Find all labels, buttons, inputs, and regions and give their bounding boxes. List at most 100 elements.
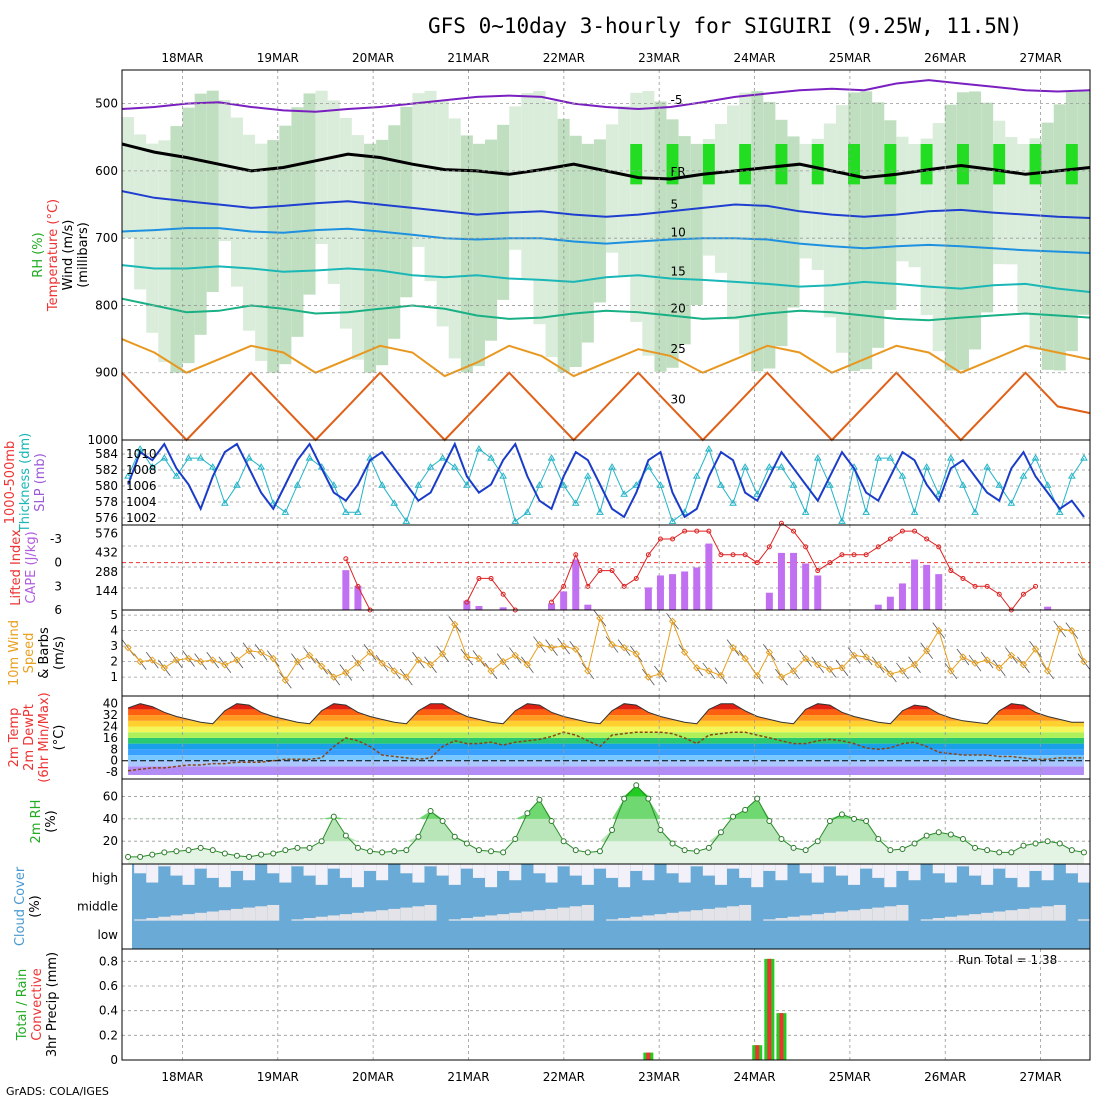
rh-point <box>972 844 979 851</box>
cloud-high <box>497 864 510 871</box>
rh-point <box>1020 842 1027 849</box>
y-tick: 4 <box>110 624 118 638</box>
thickness-point <box>825 481 834 488</box>
precip-convective-bar <box>779 1013 784 1060</box>
thickness-point <box>583 472 592 479</box>
cape-bar <box>911 559 919 610</box>
cape-bar <box>1044 606 1052 610</box>
rh-shade <box>860 91 873 370</box>
rh-point <box>826 818 833 825</box>
rh-shade <box>509 106 522 250</box>
thickness-point <box>753 490 762 497</box>
li-point <box>912 528 918 534</box>
x-tick-bottom: 19MAR <box>257 1070 299 1084</box>
cape-bar <box>693 567 701 610</box>
rh-point <box>233 852 240 859</box>
rh-shade <box>981 102 994 313</box>
cloud-middle <box>581 904 594 921</box>
rh-shade-high <box>993 144 1006 185</box>
cloud-middle <box>509 912 522 921</box>
rh-shade <box>569 135 582 367</box>
thickness-point <box>124 472 132 479</box>
rh-shade <box>1053 104 1066 371</box>
wind-point <box>463 653 471 661</box>
rh-point <box>778 835 785 842</box>
y-tick: 0.8 <box>99 954 118 968</box>
cloud-high <box>1017 864 1030 888</box>
thickness-point <box>717 481 725 488</box>
rh-shade <box>364 143 377 373</box>
cloud-high <box>944 864 957 883</box>
y-tick: 40 <box>103 697 118 711</box>
rh-shade <box>787 136 800 308</box>
rh-point <box>318 838 325 845</box>
thickness-point <box>1067 472 1076 479</box>
wind-point <box>559 642 568 650</box>
cloud-high <box>751 864 764 888</box>
thickness-point <box>329 481 338 488</box>
wind-point <box>172 656 181 664</box>
wind-point <box>826 665 834 674</box>
rh-point <box>754 795 761 802</box>
run-total-label: Run Total = 1.38 <box>958 953 1057 967</box>
y-tick: 40 <box>103 812 118 826</box>
cloud-middle <box>884 906 897 921</box>
cloud-middle <box>823 912 836 921</box>
temp-band <box>128 743 1085 750</box>
cape-bar <box>898 583 906 610</box>
wind-point <box>959 653 967 661</box>
rh-point <box>621 795 628 802</box>
cloud-middle <box>1077 919 1090 921</box>
y-tick: 16 <box>103 731 118 745</box>
temp-grid <box>182 696 1041 779</box>
rh-point <box>185 847 192 854</box>
cloud-middle <box>497 914 510 921</box>
wind-point <box>693 664 701 672</box>
thickness-point <box>874 454 883 461</box>
cloud-middle <box>920 919 933 921</box>
li-point <box>633 575 639 581</box>
slp-line <box>127 441 1085 519</box>
y-tick: 5 <box>110 608 118 622</box>
rh-point <box>802 847 809 854</box>
rh-point <box>596 848 603 855</box>
rh-point <box>403 847 410 854</box>
thickness-point <box>1031 454 1040 461</box>
rh-fill <box>128 785 1085 842</box>
isotherm-label: -5 <box>671 93 683 107</box>
thickness-point <box>1055 508 1064 515</box>
wind-point <box>233 656 241 664</box>
temp-band <box>128 726 1085 733</box>
cloud-high <box>956 864 969 867</box>
cloud-high <box>835 864 848 876</box>
li-point <box>803 544 809 550</box>
cloud-middle <box>787 916 800 921</box>
wind-point <box>523 661 532 669</box>
x-tick-bottom: 26MAR <box>924 1070 966 1084</box>
y-axis-label: 10m Wind <box>7 620 22 686</box>
wind-point <box>729 643 737 652</box>
cloud-high <box>545 864 558 883</box>
thickness-point <box>511 517 520 524</box>
rh-point <box>730 813 737 820</box>
y-axis-label: Speed <box>22 633 37 674</box>
precip-grid <box>122 949 1090 1060</box>
wind-point <box>511 651 519 660</box>
wind-point <box>947 667 955 675</box>
rh-shade <box>714 123 727 273</box>
y-tick-right: 1002 <box>126 511 157 525</box>
thickness-point <box>729 499 737 506</box>
thickness-point <box>813 454 822 461</box>
y-tick: 2 <box>110 655 118 669</box>
thickness-point <box>983 463 992 470</box>
rh-point <box>475 847 482 854</box>
rh-shade <box>618 105 631 276</box>
rh-shade-high <box>920 144 933 185</box>
thickness-point <box>934 490 943 497</box>
cloud-high <box>823 864 836 867</box>
cloud-high <box>182 864 195 885</box>
rh-shade <box>1017 143 1030 313</box>
cape-bar <box>475 606 483 610</box>
rh-point <box>851 815 858 822</box>
li-point <box>355 583 361 589</box>
